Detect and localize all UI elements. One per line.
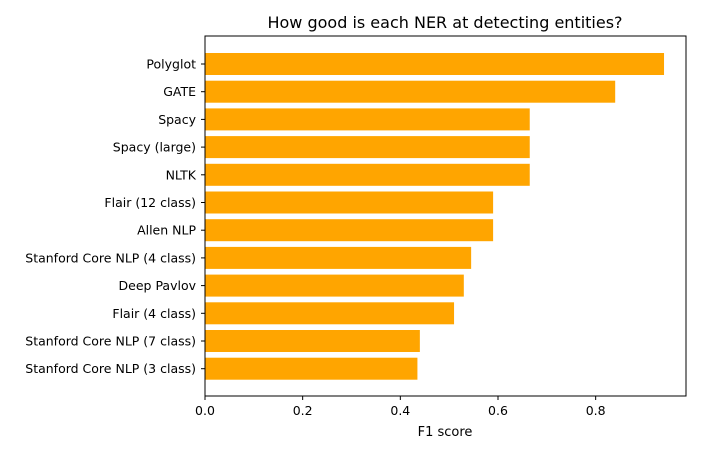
bar-7 bbox=[205, 246, 472, 269]
x-tick-label: 0.4 bbox=[390, 403, 410, 418]
x-axis-label: F1 score bbox=[418, 425, 473, 440]
x-tick-label: 0.2 bbox=[293, 403, 313, 418]
y-tick-label: Flair (12 class) bbox=[104, 195, 196, 210]
x-tick-label: 0.6 bbox=[488, 403, 508, 418]
bar-9 bbox=[205, 302, 455, 325]
y-tick-label: Stanford Core NLP (3 class) bbox=[25, 361, 196, 376]
y-tick-label: Polyglot bbox=[146, 57, 196, 72]
y-tick-label: Spacy bbox=[158, 112, 196, 127]
bar-11 bbox=[205, 357, 418, 380]
y-tick-label: Stanford Core NLP (7 class) bbox=[25, 334, 196, 349]
bar-5 bbox=[205, 191, 494, 214]
y-tick-label: NLTK bbox=[166, 167, 197, 182]
bar-8 bbox=[205, 274, 464, 297]
x-tick-label: 0.8 bbox=[586, 403, 606, 418]
y-tick-label: Spacy (large) bbox=[113, 140, 196, 155]
x-axis-ticks: 0.0 0.2 0.4 0.6 0.8 bbox=[195, 396, 606, 418]
chart-title: How good is each NER at detecting entiti… bbox=[267, 13, 622, 32]
bar-4 bbox=[205, 163, 530, 186]
y-tick-label: Flair (4 class) bbox=[112, 306, 196, 321]
bars-layer bbox=[205, 53, 665, 380]
bar-2 bbox=[205, 108, 530, 131]
plot-frame bbox=[204, 35, 687, 397]
bar-0 bbox=[205, 53, 665, 75]
y-tick-label: Stanford Core NLP (4 class) bbox=[25, 250, 196, 265]
bar-10 bbox=[205, 330, 420, 352]
y-tick-label: Deep Pavlov bbox=[119, 278, 197, 293]
y-tick-label: GATE bbox=[163, 84, 196, 99]
bar-1 bbox=[205, 80, 616, 103]
x-tick-label: 0.0 bbox=[195, 403, 215, 418]
bar-3 bbox=[205, 136, 530, 159]
y-axis-ticks: Polyglot GATE Spacy Spacy (large) NLTK Flair … bbox=[25, 57, 205, 376]
bar-6 bbox=[205, 219, 494, 242]
y-tick-label: Allen NLP bbox=[137, 223, 196, 238]
